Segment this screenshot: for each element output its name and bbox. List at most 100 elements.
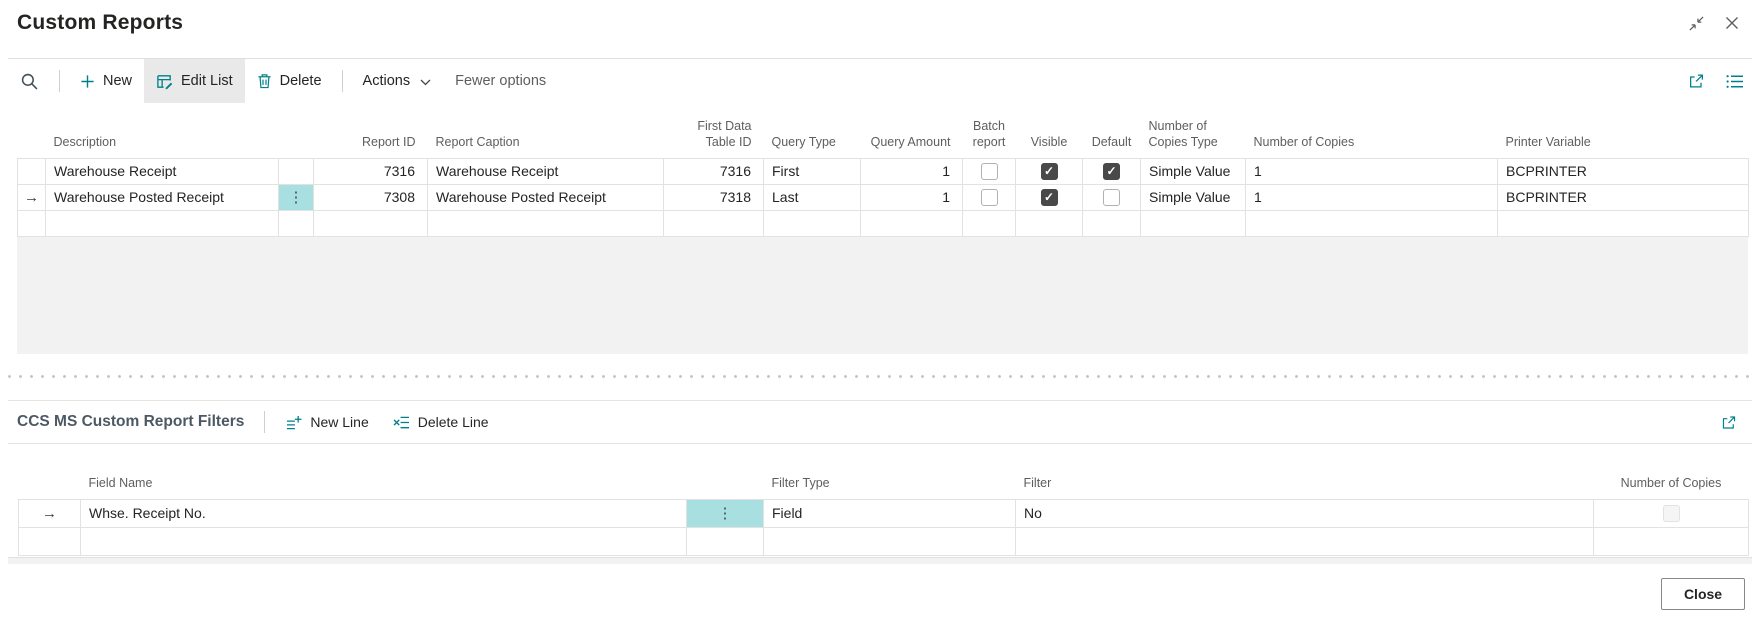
section-top-line xyxy=(8,400,1752,401)
col-filter[interactable]: Filter xyxy=(1023,476,1052,491)
description-cell[interactable]: Warehouse Posted Receipt xyxy=(45,183,279,211)
col-filter-type[interactable]: Filter Type xyxy=(771,476,830,491)
new-button[interactable]: New xyxy=(68,59,144,103)
filters-row-empty xyxy=(18,526,1749,556)
cell-menu-cell-active[interactable]: ⋮ xyxy=(686,498,764,528)
col-first-data-table-id[interactable]: First Data Table ID xyxy=(697,119,752,150)
close-button[interactable]: Close xyxy=(1661,578,1745,610)
actions-menu-button[interactable]: Actions xyxy=(351,59,444,103)
first-data-table-id-cell[interactable]: 7318 xyxy=(663,183,764,211)
section-under-line xyxy=(8,443,1752,444)
title-divider xyxy=(8,58,1752,59)
batch-report-checkbox[interactable] xyxy=(980,162,998,180)
number-of-copies-cell[interactable] xyxy=(1593,526,1749,556)
visible-checkbox[interactable] xyxy=(1040,162,1058,180)
printer-variable-cell[interactable] xyxy=(1497,209,1749,237)
query-amount-cell[interactable] xyxy=(860,209,963,237)
table-row-empty xyxy=(17,209,1749,237)
default-checkbox[interactable] xyxy=(1103,162,1120,180)
query-amount-cell[interactable]: 1 xyxy=(860,157,963,185)
close-window-icon[interactable] xyxy=(1722,13,1742,33)
chevron-down-icon xyxy=(420,79,431,86)
delete-line-button[interactable]: Delete Line xyxy=(381,406,501,438)
row-selector-cell[interactable] xyxy=(18,526,81,556)
visible-cell xyxy=(1015,157,1083,185)
cell-menu-cell[interactable] xyxy=(278,157,314,185)
col-cell-menu xyxy=(279,114,314,158)
query-amount-cell[interactable]: 1 xyxy=(860,183,963,211)
filter-cell[interactable] xyxy=(1015,526,1594,556)
number-of-copies-cell[interactable]: 1 xyxy=(1245,157,1498,185)
batch-report-cell xyxy=(962,157,1016,185)
collapse-window-icon[interactable] xyxy=(1686,13,1706,33)
batch-report-cell[interactable] xyxy=(962,209,1016,237)
col-default[interactable]: Default xyxy=(1091,135,1132,150)
cell-menu-cell[interactable] xyxy=(686,526,764,556)
printer-variable-cell[interactable]: BCPRINTER xyxy=(1497,183,1749,211)
first-data-table-id-cell[interactable] xyxy=(663,209,764,237)
col-row-selector xyxy=(19,462,81,499)
number-of-copies-cell[interactable]: 1 xyxy=(1245,183,1498,211)
field-name-cell[interactable] xyxy=(80,526,687,556)
col-report-caption[interactable]: Report Caption xyxy=(435,135,520,150)
number-of-copies-type-cell[interactable]: Simple Value xyxy=(1140,183,1246,211)
row-selector-cell[interactable] xyxy=(17,209,46,237)
search-button[interactable] xyxy=(17,59,51,103)
report-caption-cell[interactable]: Warehouse Posted Receipt xyxy=(427,183,664,211)
batch-report-checkbox[interactable] xyxy=(980,188,998,206)
col-visible[interactable]: Visible xyxy=(1030,135,1068,150)
col-number-of-copies[interactable]: Number of Copies xyxy=(1620,476,1722,491)
query-type-cell[interactable]: Last xyxy=(763,183,861,211)
description-cell[interactable]: Warehouse Receipt xyxy=(45,157,279,185)
batch-report-cell xyxy=(962,183,1016,211)
printer-variable-cell[interactable]: BCPRINTER xyxy=(1497,157,1749,185)
filters-table-header-row: Field Name Filter Type Filter Number of … xyxy=(19,462,1749,499)
description-cell[interactable] xyxy=(45,209,279,237)
col-number-of-copies[interactable]: Number of Copies xyxy=(1253,135,1355,150)
row-selector-cell[interactable]: → xyxy=(17,183,46,211)
new-line-button[interactable]: New Line xyxy=(273,406,380,438)
col-description[interactable]: Description xyxy=(53,135,117,150)
col-number-of-copies-type[interactable]: Number of Copies Type xyxy=(1148,119,1218,150)
share-icon[interactable] xyxy=(1687,72,1706,90)
number-of-copies-type-cell[interactable]: Simple Value xyxy=(1140,157,1246,185)
report-caption-cell[interactable]: Warehouse Receipt xyxy=(427,157,664,185)
col-row-selector xyxy=(18,114,46,158)
col-query-type[interactable]: Query Type xyxy=(771,135,836,150)
report-id-cell[interactable]: 7316 xyxy=(313,157,428,185)
default-checkbox[interactable] xyxy=(1103,188,1120,206)
query-type-cell[interactable] xyxy=(763,209,861,237)
report-id-cell[interactable]: 7308 xyxy=(313,183,428,211)
toolbar-divider xyxy=(341,70,343,92)
section-divider xyxy=(264,411,266,433)
row-selector-cell[interactable] xyxy=(17,157,46,185)
cell-menu-cell-active[interactable]: ⋮ xyxy=(278,183,314,211)
list-view-icon[interactable] xyxy=(1726,74,1744,89)
share-icon[interactable] xyxy=(1720,414,1738,431)
edit-list-button[interactable]: Edit List xyxy=(144,59,245,103)
number-of-copies-cell[interactable] xyxy=(1245,209,1498,237)
report-caption-cell[interactable] xyxy=(427,209,664,237)
fewer-options-button[interactable]: Fewer options xyxy=(455,73,547,89)
filter-cell[interactable]: No xyxy=(1015,498,1594,528)
default-cell xyxy=(1082,183,1141,211)
filter-type-cell[interactable]: Field xyxy=(763,498,1016,528)
cell-menu-cell[interactable] xyxy=(278,209,314,237)
col-printer-variable[interactable]: Printer Variable xyxy=(1505,135,1591,150)
query-type-cell[interactable]: First xyxy=(763,157,861,185)
col-batch-report[interactable]: Batch report xyxy=(972,119,1006,150)
field-name-cell[interactable]: Whse. Receipt No. xyxy=(80,498,687,528)
col-field-name[interactable]: Field Name xyxy=(88,476,153,491)
col-query-amount[interactable]: Query Amount xyxy=(870,135,951,150)
filter-type-cell[interactable] xyxy=(763,526,1016,556)
visible-cell[interactable] xyxy=(1015,209,1083,237)
default-cell[interactable] xyxy=(1082,209,1141,237)
first-data-table-id-cell[interactable]: 7316 xyxy=(663,157,764,185)
visible-checkbox[interactable] xyxy=(1040,188,1058,206)
bottom-scroll-strip xyxy=(8,557,1752,564)
delete-button[interactable]: Delete xyxy=(245,59,334,103)
col-report-id[interactable]: Report ID xyxy=(362,135,416,150)
number-of-copies-type-cell[interactable] xyxy=(1140,209,1246,237)
report-id-cell[interactable] xyxy=(313,209,428,237)
row-selector-cell[interactable]: → xyxy=(18,498,81,528)
